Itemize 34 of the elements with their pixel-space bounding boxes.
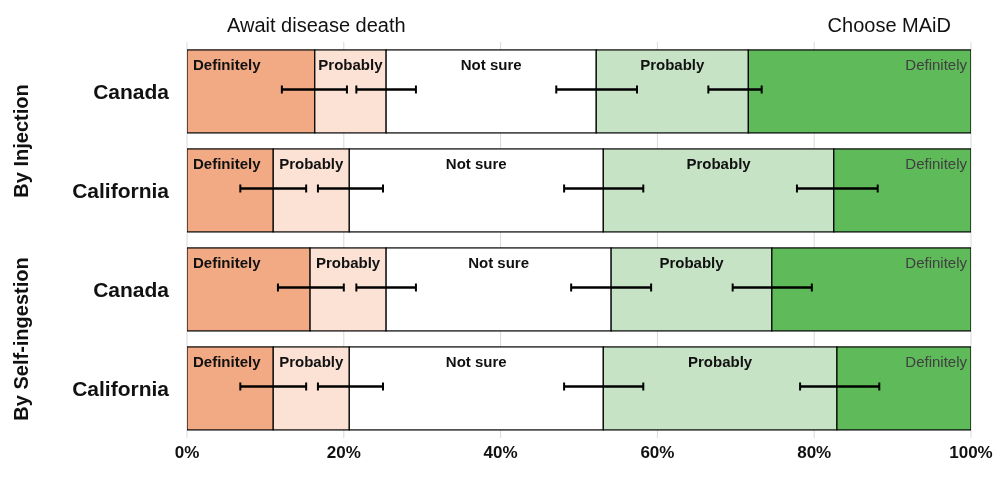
text: Probably <box>279 154 344 172</box>
text: Await disease death <box>227 14 406 36</box>
series-label: Probably <box>640 55 706 73</box>
x-tick-label: 20% <box>326 443 361 463</box>
y-tick-label: Canada <box>93 277 170 301</box>
series-label: Probably <box>318 55 384 73</box>
text: Probably <box>316 253 381 271</box>
text: Not sure <box>445 154 507 172</box>
x-tick-label: 100% <box>949 443 993 463</box>
text: Definitely <box>905 154 967 172</box>
x-tick-label: 40% <box>483 443 518 463</box>
series-label: Definitely <box>193 55 262 73</box>
text: Not sure <box>468 253 530 271</box>
text: Definitely <box>193 253 261 271</box>
y-tick-label: Canada <box>93 79 170 103</box>
text: By Injection <box>10 84 32 198</box>
text: Definitely <box>905 352 967 370</box>
text: By Self-ingestion <box>10 257 32 421</box>
text: Probably <box>688 352 753 370</box>
text: Probably <box>686 154 751 172</box>
text: Probably <box>659 253 724 271</box>
text: Definitely <box>193 352 261 370</box>
text: Choose MAiD <box>827 14 951 36</box>
text: Not sure <box>445 352 507 370</box>
series-label: Not sure <box>460 55 522 73</box>
text: Probably <box>279 352 344 370</box>
text: Definitely <box>193 154 261 172</box>
series-label: Definitely <box>905 55 968 73</box>
y-tick-label: California <box>72 178 170 202</box>
text: Definitely <box>905 253 967 271</box>
x-tick-label: 0% <box>174 443 200 463</box>
x-tick-label: 80% <box>797 443 832 463</box>
y-tick-label: California <box>72 376 170 400</box>
x-tick-label: 60% <box>640 443 675 463</box>
